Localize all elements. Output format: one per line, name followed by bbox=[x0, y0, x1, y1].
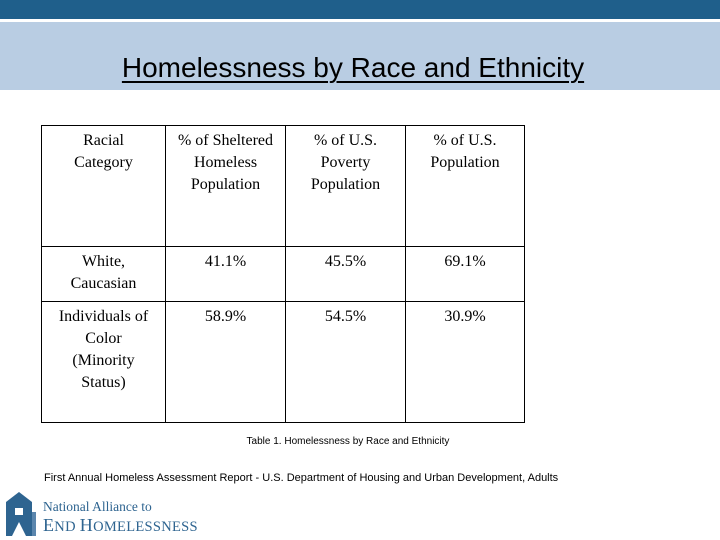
table-header-row: Racial Category % of Sheltered Homeless … bbox=[41, 125, 525, 247]
source-citation: First Annual Homeless Assessment Report … bbox=[44, 472, 559, 484]
row-category: Individuals of Color (Minority Status) bbox=[41, 301, 166, 423]
logo-text-line1: National Alliance to bbox=[43, 499, 152, 514]
logo-text-line2: END HOMELESSNESS bbox=[43, 515, 198, 535]
top-bar bbox=[0, 0, 720, 19]
house-icon bbox=[6, 492, 36, 536]
table-row: Individuals of Color (Minority Status) 5… bbox=[41, 301, 525, 423]
header-sheltered-homeless: % of Sheltered Homeless Population bbox=[165, 125, 286, 247]
row-sheltered-value: 58.9% bbox=[165, 301, 286, 423]
row-poverty-value: 45.5% bbox=[285, 246, 406, 302]
race-ethnicity-table: Racial Category % of Sheltered Homeless … bbox=[41, 125, 525, 423]
row-sheltered-value: 41.1% bbox=[165, 246, 286, 302]
header-poverty-population: % of U.S. Poverty Population bbox=[285, 125, 406, 247]
row-population-value: 69.1% bbox=[405, 246, 525, 302]
nae-logo: National Alliance to END HOMELESSNESS bbox=[6, 492, 198, 538]
row-population-value: 30.9% bbox=[405, 301, 525, 423]
header-racial-category: Racial Category bbox=[41, 125, 166, 247]
row-poverty-value: 54.5% bbox=[285, 301, 406, 423]
slide-title: Homelessness by Race and Ethnicity bbox=[121, 52, 585, 83]
header-us-population: % of U.S. Population bbox=[405, 125, 525, 247]
table-row: White, Caucasian 41.1% 45.5% 69.1% bbox=[41, 246, 525, 302]
top-bar-divider bbox=[0, 19, 720, 22]
header-band bbox=[0, 22, 720, 90]
table-caption: Table 1. Homelessness by Race and Ethnic… bbox=[246, 436, 450, 447]
row-category: White, Caucasian bbox=[41, 246, 166, 302]
